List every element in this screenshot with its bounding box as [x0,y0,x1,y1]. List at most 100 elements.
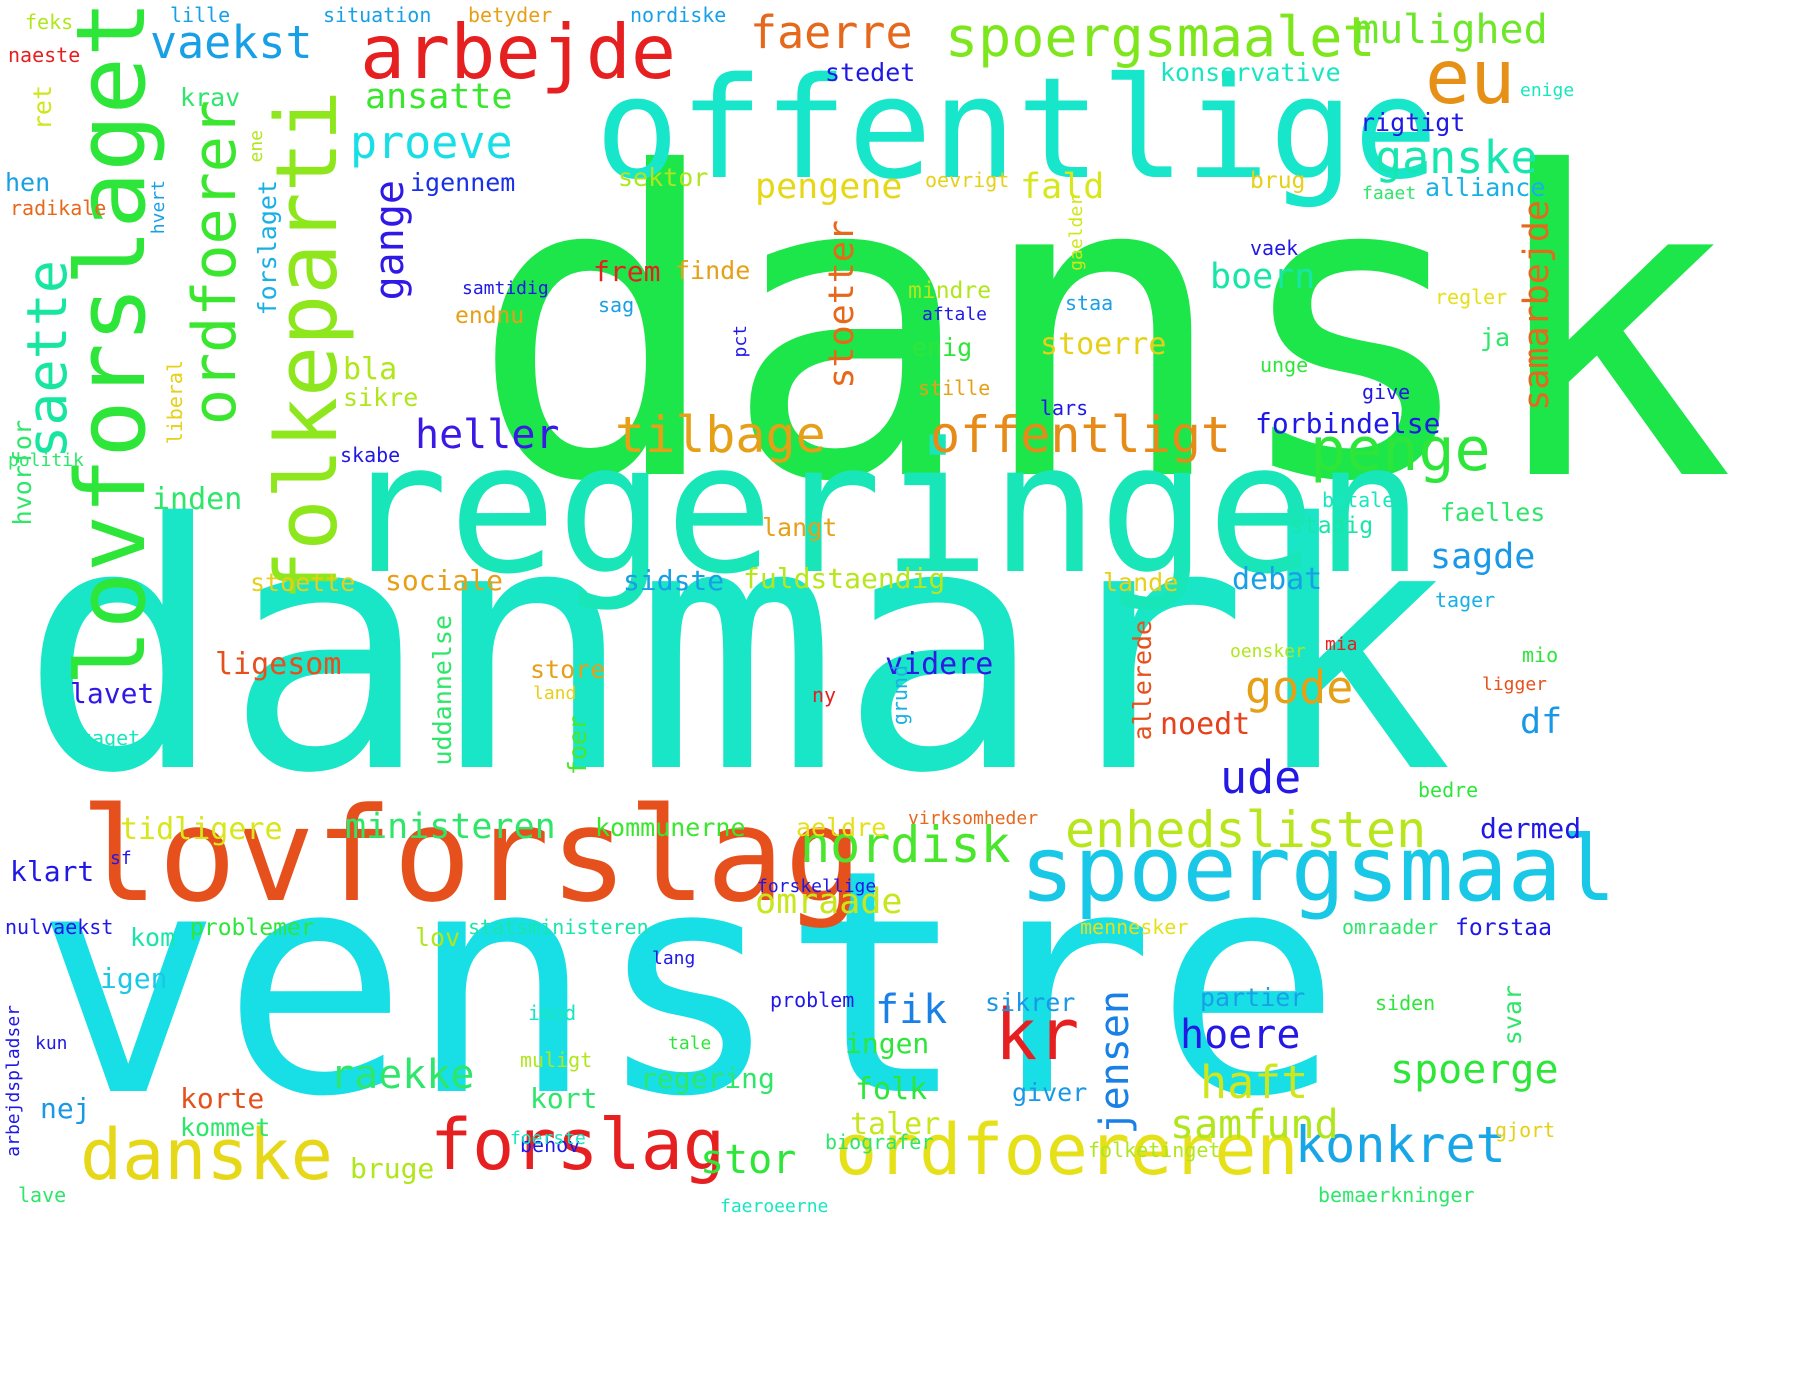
cloud-word: problem [770,988,855,1012]
cloud-word: muligt [520,1048,593,1072]
cloud-word: gode [1245,661,1354,714]
cloud-word: haft [1200,1056,1309,1109]
cloud-word: problemer [190,915,315,941]
cloud-word: kort [530,1082,598,1115]
cloud-word: ene [246,130,267,163]
cloud-word: bedre [1418,778,1479,802]
cloud-word: omraade [755,882,903,922]
cloud-word: sociale [385,564,504,597]
cloud-word: hvert [148,180,169,235]
cloud-word: langt [762,513,838,542]
cloud-word: stoetter [822,220,862,389]
cloud-word: folkeparti [258,90,357,602]
cloud-word: biografer [825,1130,934,1154]
cloud-word: siden [1375,991,1436,1015]
cloud-word: klart [10,855,95,888]
cloud-word: regler [1435,285,1508,309]
cloud-word: nulvaekst [5,915,114,939]
cloud-word: spoergsmaal [1020,817,1617,922]
cloud-word: faelles [1440,498,1546,527]
cloud-word: penge [1310,415,1491,485]
cloud-word: lovforslaget [57,0,167,687]
cloud-word: fik [875,987,948,1033]
cloud-word: ganske [1375,131,1538,184]
cloud-word: mulighed [1355,7,1548,53]
cloud-word: lovforslag [80,779,863,931]
cloud-word: igennem [410,168,516,197]
cloud-word: tale [668,1033,712,1054]
cloud-word: ret [28,85,57,131]
cloud-word: frem [593,255,661,288]
cloud-word: enige [1520,80,1575,101]
cloud-word: lars [1040,396,1089,420]
cloud-word: staa [1065,291,1114,315]
cloud-word: ny [812,683,837,707]
cloud-word: stoerre [1040,327,1167,362]
cloud-word: forskellige [757,876,877,897]
cloud-word: faeroeerne [720,1196,829,1217]
cloud-word: radikale [10,196,107,220]
cloud-word: eu [1425,33,1516,121]
cloud-word: stadig [1290,513,1374,539]
cloud-word: fald [1020,167,1105,207]
cloud-word: forslag [430,1104,726,1186]
cloud-word: danmark [20,452,1453,848]
cloud-word: forbindelse [1255,407,1441,440]
cloud-word: naeste [8,43,81,67]
cloud-word: svar [1498,985,1527,1046]
cloud-word: spoerge [1390,1047,1559,1093]
cloud-word: stille [918,376,991,400]
cloud-word: samfund [1170,1102,1339,1148]
cloud-word: gange [367,180,413,301]
cloud-word: offentligt [930,406,1232,464]
cloud-word: lille [170,3,231,27]
cloud-word: bruge [350,1152,435,1185]
cloud-word: taget [80,726,141,750]
cloud-word: virksomheder [908,808,1039,829]
cloud-word: betale [1322,488,1395,512]
cloud-word: ligger [1482,674,1548,695]
cloud-word: partier [1200,983,1306,1012]
cloud-word: tidligere [120,812,283,847]
cloud-word: fuldstaendig [743,562,946,595]
cloud-word: nordiske [630,3,727,27]
cloud-word: folketinget [1088,1138,1221,1162]
cloud-word: foerste [510,1128,586,1149]
cloud-word: hvorfor [8,420,37,526]
cloud-word: danske [80,1114,333,1196]
cloud-word: pengene [755,167,903,207]
cloud-word: sektor [618,163,709,192]
cloud-word: behov [520,1133,581,1157]
cloud-word: krav [180,83,241,112]
cloud-word: jensen [1092,990,1138,1135]
cloud-word: igen [100,962,168,995]
cloud-word: allerede [1128,620,1157,741]
cloud-word: faerre [750,6,913,59]
cloud-word: unge [1260,353,1309,377]
cloud-word: faaet [1362,183,1417,204]
cloud-word: arbejdspladser [3,1005,24,1157]
cloud-word: mio [1522,643,1559,667]
cloud-word: foer [563,715,592,776]
cloud-word: lang [652,948,696,969]
cloud-word: omraader [1342,915,1439,939]
cloud-word: ude [1220,751,1302,804]
cloud-word: ansatte [365,77,513,117]
cloud-word: vaek [1250,236,1299,260]
cloud-word: venstre [35,804,1342,1165]
cloud-word: store [530,655,606,684]
cloud-word: samtidig [462,278,549,299]
cloud-word: dansk [470,85,1735,574]
cloud-word: kom [130,923,176,952]
cloud-word: videre [885,647,994,682]
cloud-word: oevrigt [925,168,1010,192]
cloud-word: hen [5,168,51,197]
cloud-word: giver [1012,1078,1088,1107]
cloud-word: arbejde [360,8,677,96]
cloud-word: dermed [1480,812,1582,845]
cloud-word: df [1520,702,1563,742]
cloud-word: tager [1435,588,1496,612]
cloud-word: brug [1250,168,1306,194]
cloud-word: stor [700,1137,797,1183]
cloud-word: bemaerkninger [1318,1183,1475,1207]
